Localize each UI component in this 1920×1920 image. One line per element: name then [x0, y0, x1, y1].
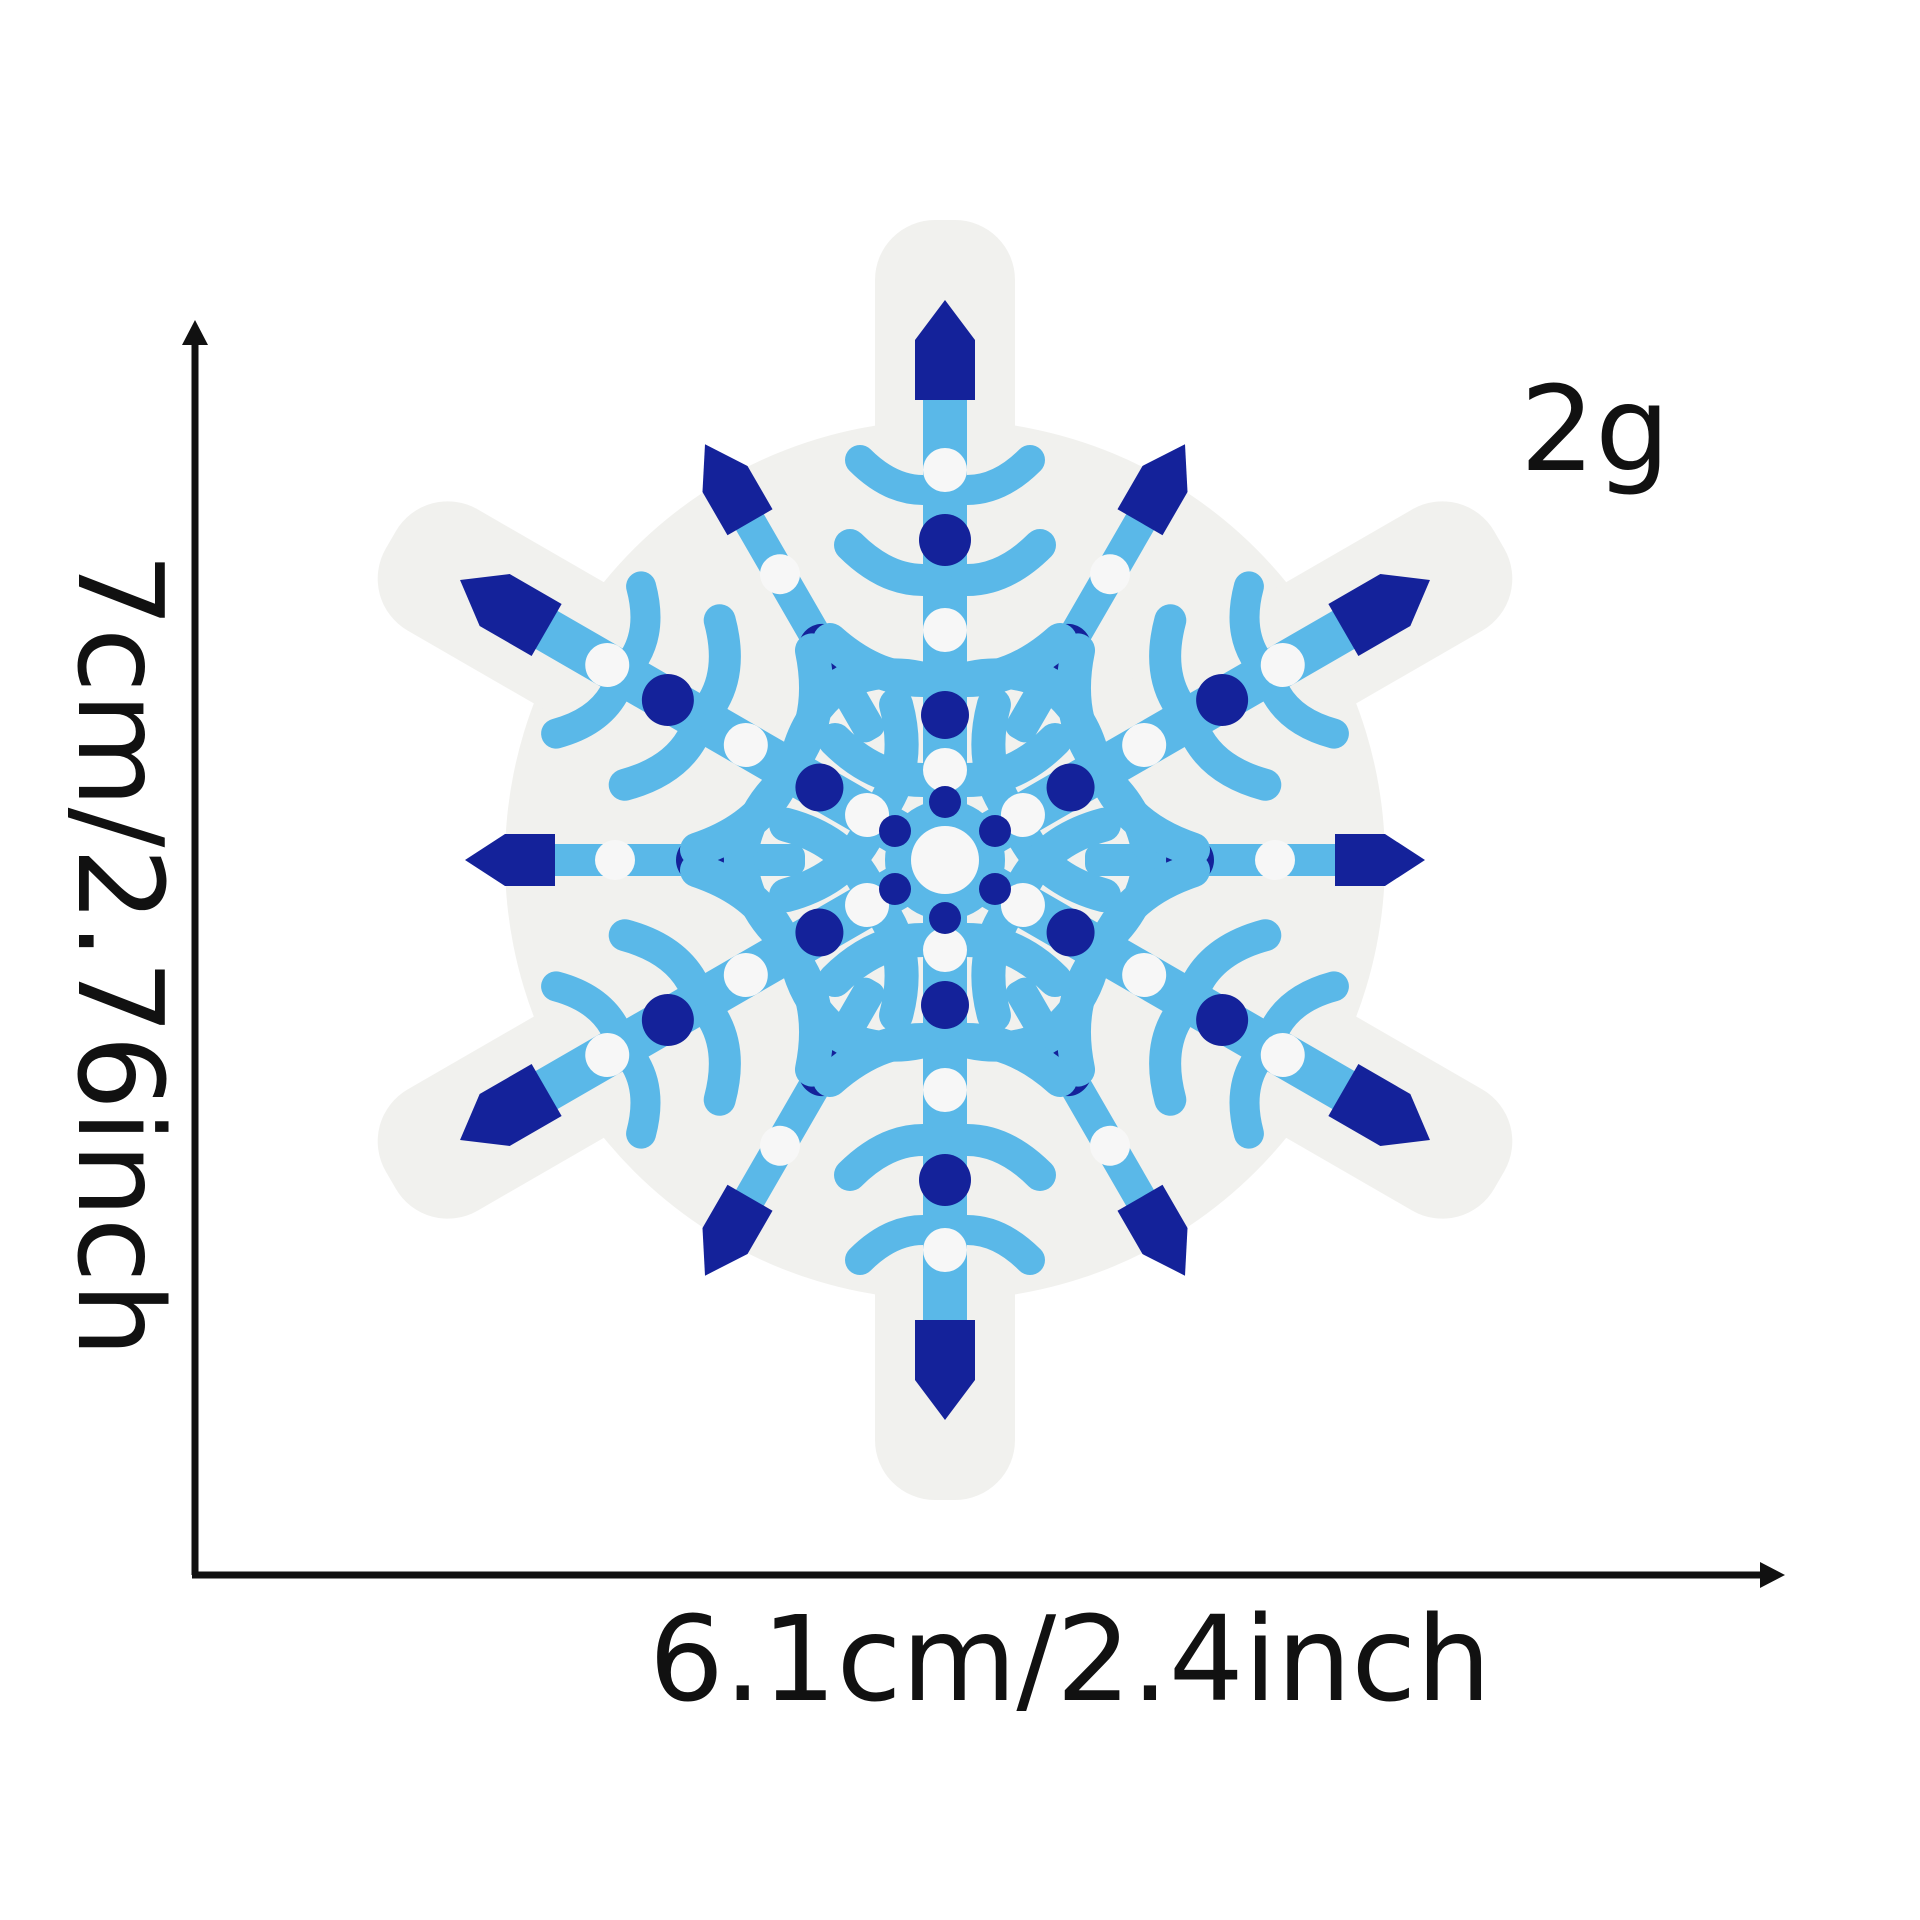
width-label: 6.1cm/2.4inch: [648, 1590, 1492, 1728]
snowflake-patch: [377, 220, 1513, 1500]
height-label: 7cm/2.76inch: [51, 552, 189, 1358]
height-dimension-arrow: [182, 320, 208, 1575]
weight-label: 2g: [1520, 360, 1670, 498]
width-dimension-arrow: [192, 1562, 1785, 1588]
